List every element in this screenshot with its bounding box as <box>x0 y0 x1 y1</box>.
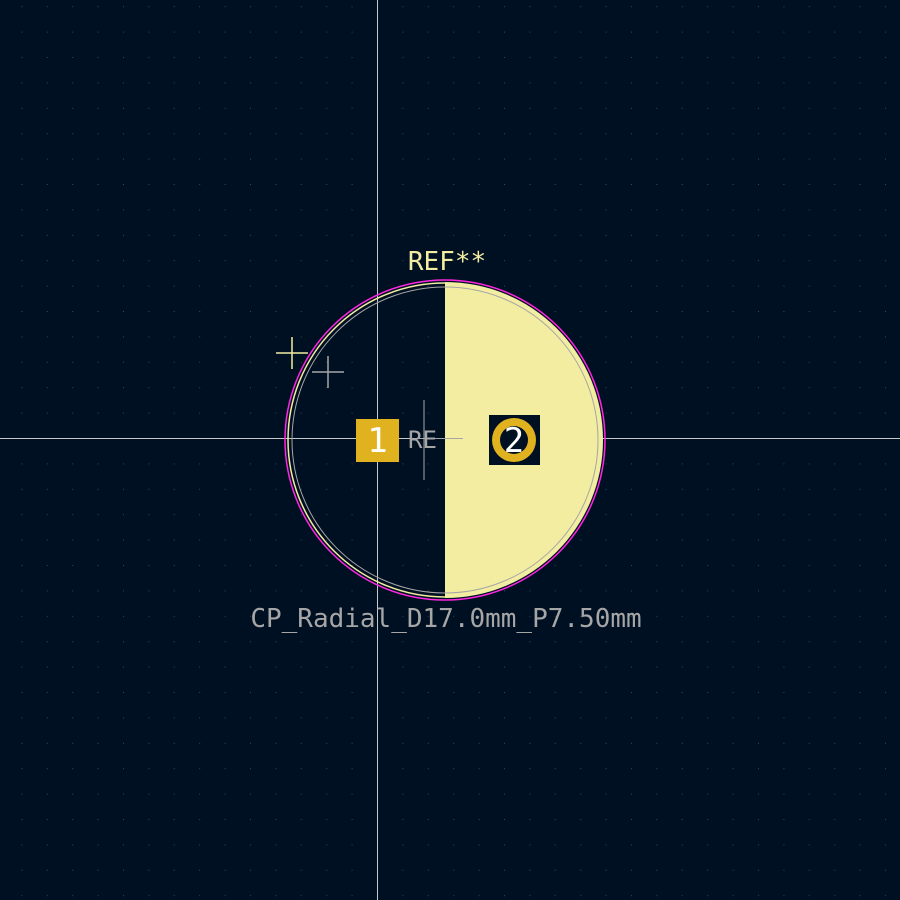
courtyard-outline <box>284 279 606 601</box>
pad-2-hole <box>500 426 528 454</box>
pad-1-copper <box>356 419 399 462</box>
pad-1-number: 1 <box>367 421 387 461</box>
pad-1[interactable]: 1 <box>356 419 399 462</box>
footprint-value[interactable]: CP_Radial_D17.0mm_P7.50mm <box>250 604 641 634</box>
footprint-anchor-cross <box>410 400 463 480</box>
fab-plus-mark <box>312 356 344 388</box>
reference-designator[interactable]: REF** <box>408 247 486 277</box>
fab-outline <box>291 286 599 594</box>
silkscreen-plus-mark <box>276 337 308 369</box>
fab-reference-label: RE <box>408 426 437 454</box>
pad-2-number: 2 <box>504 421 524 461</box>
pad-2[interactable]: 2 <box>489 415 540 465</box>
silkscreen-outline-arc <box>287 282 446 598</box>
